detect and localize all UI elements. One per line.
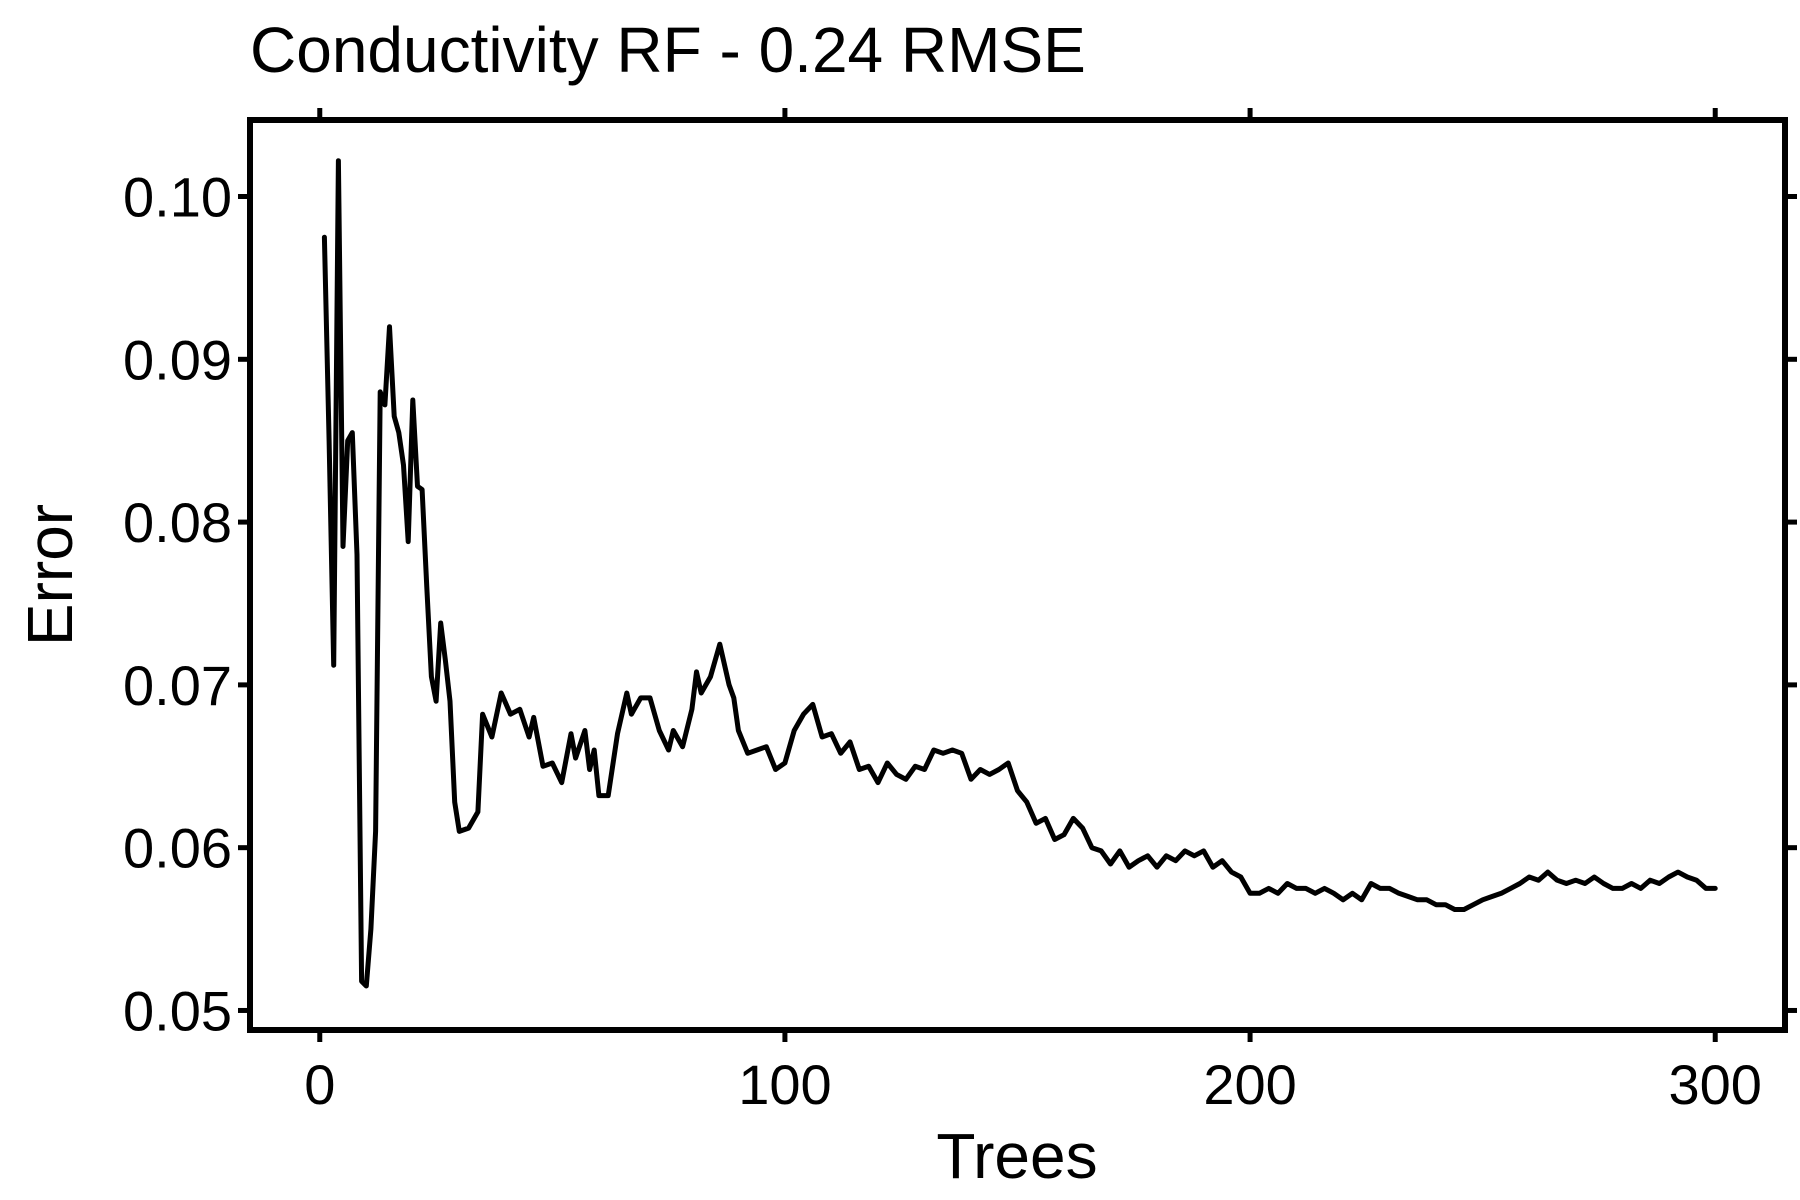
y-tick-label: 0.06 [123, 817, 232, 880]
chart-title: Conductivity RF - 0.24 RMSE [250, 14, 1086, 86]
y-tick-label: 0.05 [123, 979, 232, 1042]
y-tick-label: 0.07 [123, 654, 232, 717]
plot-frame [247, 117, 1788, 1033]
y-axis: 0.05 0.06 0.07 0.08 0.09 0.10 [123, 166, 1797, 1042]
x-tick-label: 0 [304, 1053, 335, 1116]
series-line [321, 158, 1718, 989]
y-tick-label: 0.09 [123, 328, 232, 391]
y-axis-label: Error [14, 504, 86, 646]
y-tick-label: 0.10 [123, 166, 232, 229]
series-group [321, 158, 1718, 989]
x-tick-label: 300 [1669, 1053, 1762, 1116]
x-axis: 0 100 200 300 [304, 108, 1762, 1116]
x-tick-label: 200 [1203, 1053, 1296, 1116]
x-axis-label: Trees [936, 1120, 1097, 1192]
y-tick-label: 0.08 [123, 491, 232, 554]
x-tick-label: 100 [738, 1053, 831, 1116]
